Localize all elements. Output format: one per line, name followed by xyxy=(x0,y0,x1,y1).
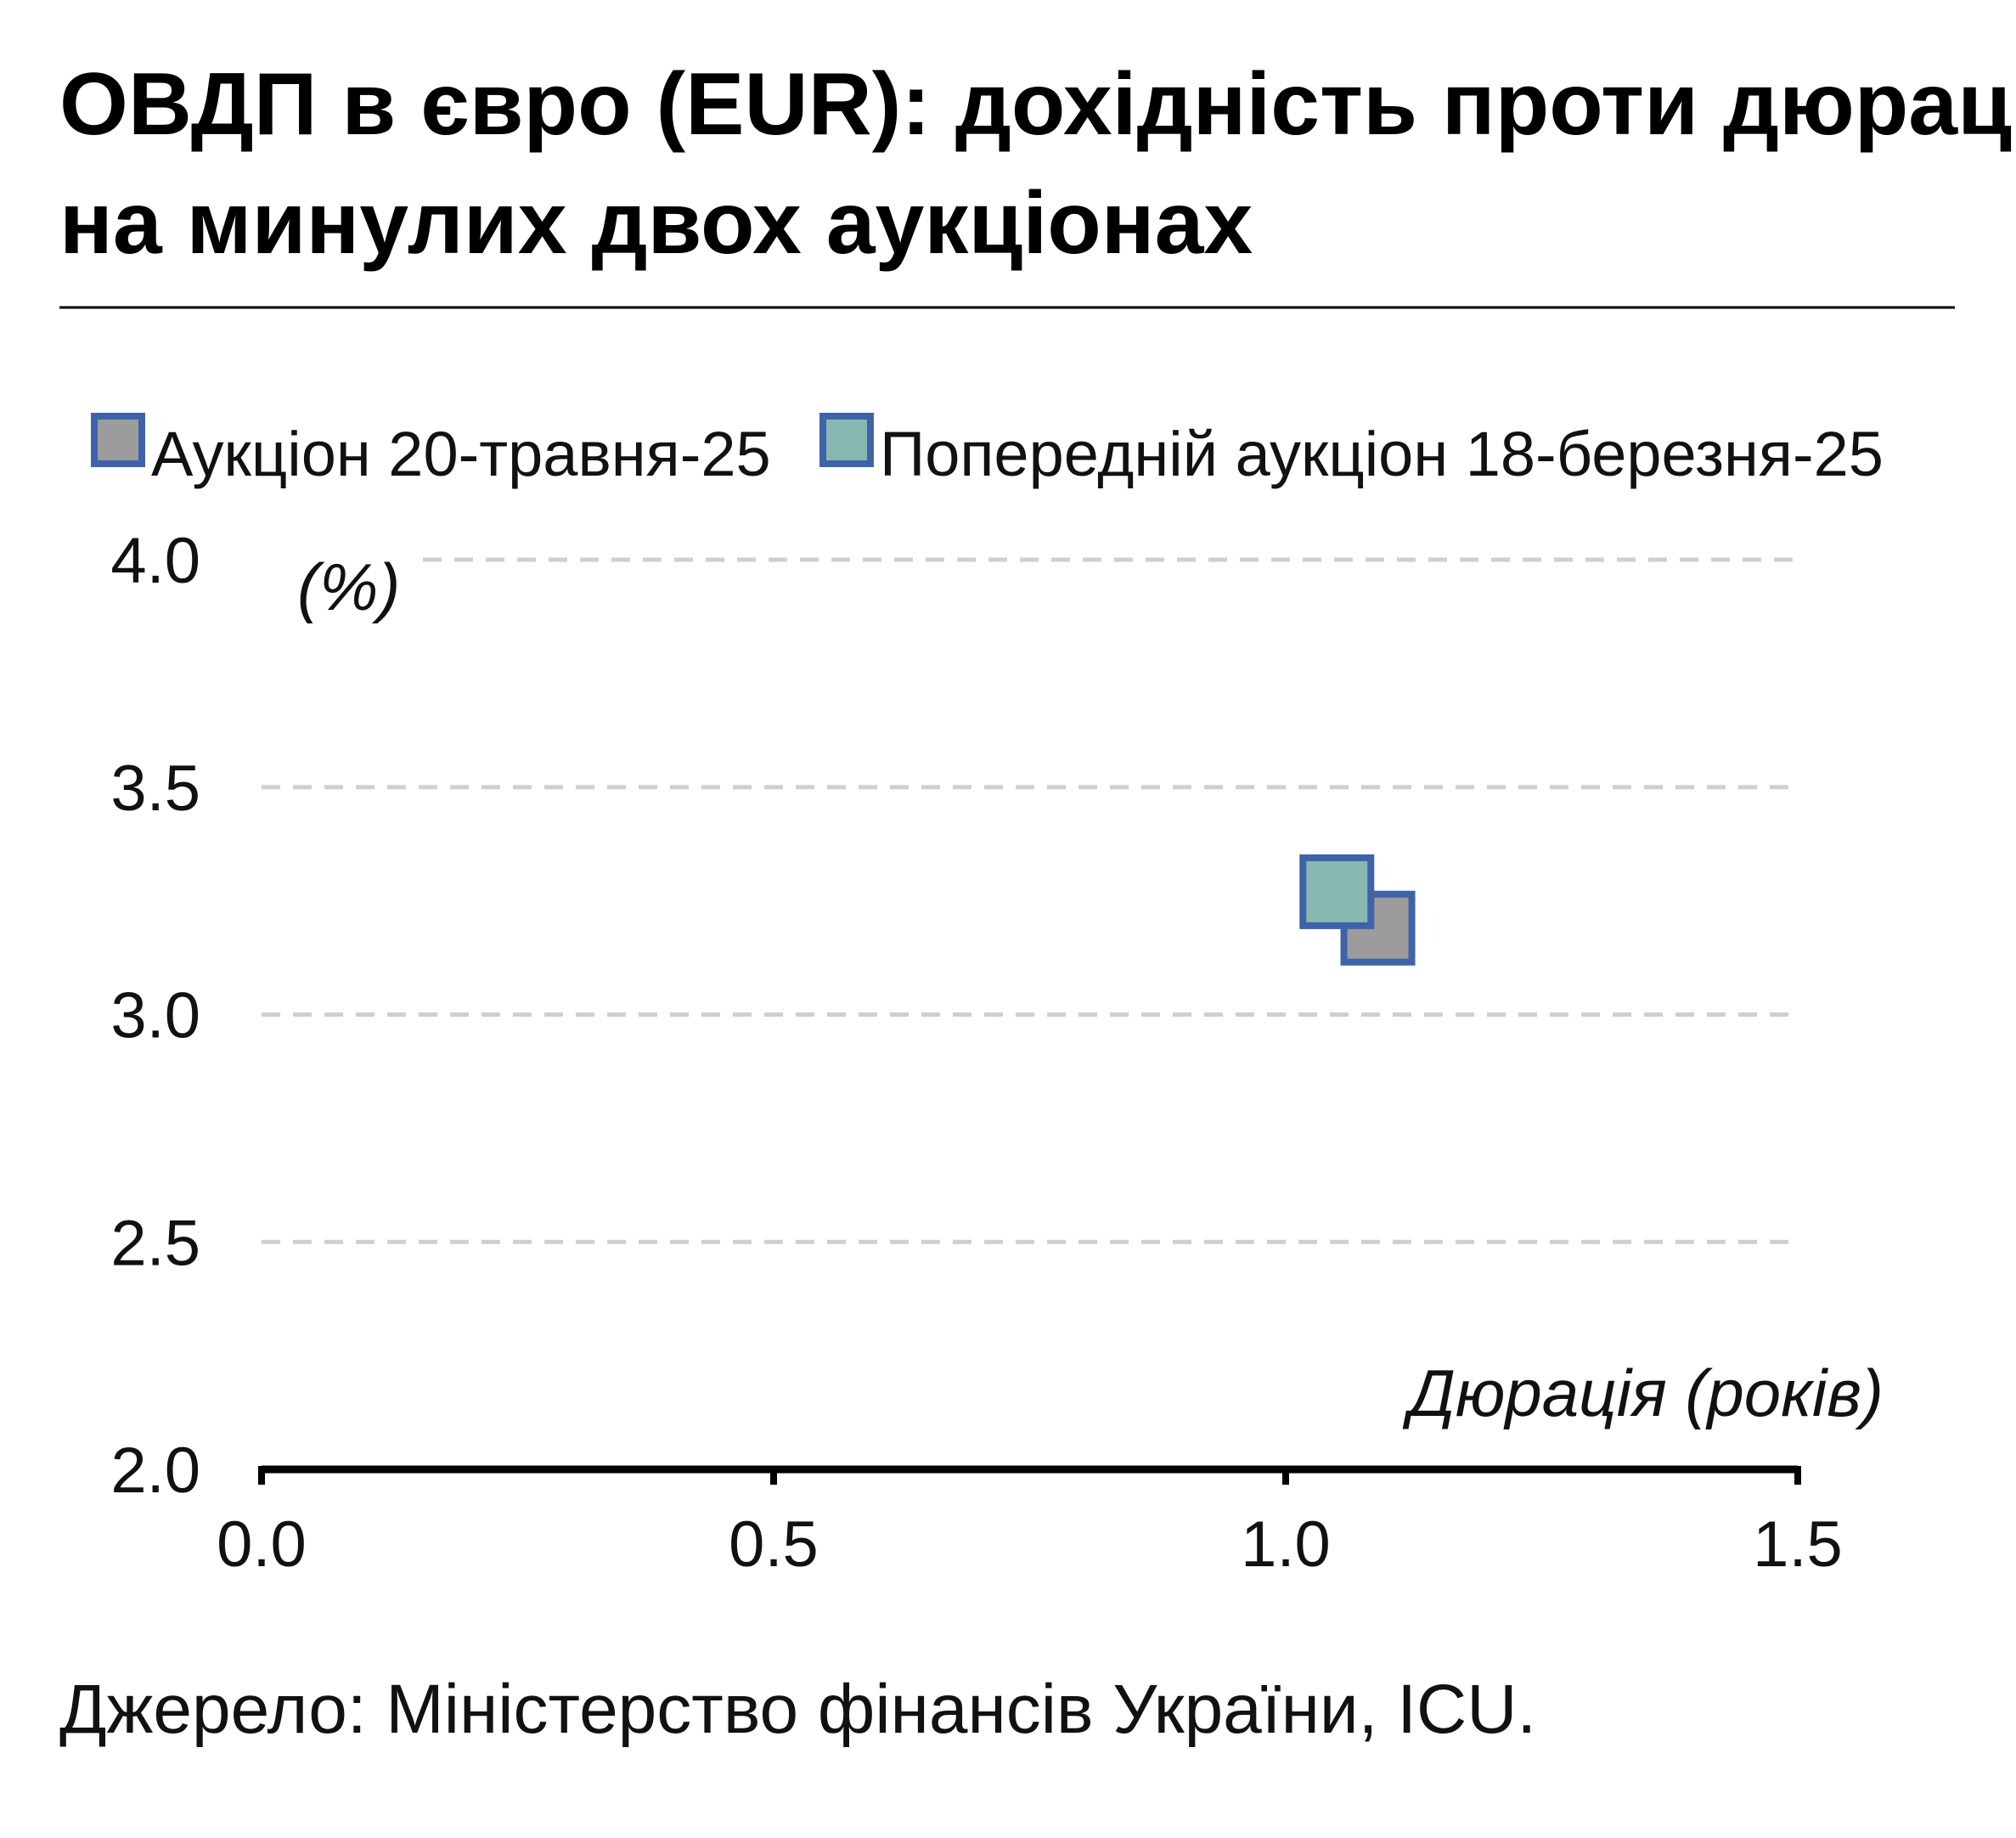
y-tick-label: 3.0 xyxy=(110,980,200,1052)
y-tick-label: 2.0 xyxy=(110,1435,200,1507)
plot-area: 0.0 0.5 1.0 1.5 2.0 2.5 3.0 3.5 4.0 (%) Дюрація (р… xyxy=(110,525,1884,1581)
legend-label-previous: Попередній аукціон 18-березня-25 xyxy=(880,419,1884,489)
x-tick-label: 0.5 xyxy=(729,1508,819,1581)
y-tick-label: 4.0 xyxy=(110,525,200,597)
gridlines xyxy=(262,557,1798,1244)
y-axis-unit: (%) xyxy=(297,550,400,624)
chart-title: ОВДП в євро (EUR): дохідність проти дюра… xyxy=(59,55,2016,273)
y-tick-label: 2.5 xyxy=(110,1207,200,1279)
x-tick-label: 1.5 xyxy=(1753,1508,1843,1581)
chart-title-line-2: на минулих двох аукціонах xyxy=(59,174,1253,273)
x-axis-title: Дюрація (років) xyxy=(1402,1356,1884,1430)
source-note: Джерело: Міністерство фінансів України, … xyxy=(59,1671,1536,1748)
y-tick-label: 3.5 xyxy=(110,753,200,825)
legend-label-current: Аукціон 20-травня-25 xyxy=(151,419,771,489)
legend: Аукціон 20-травня-25 Попередній аукціон … xyxy=(91,413,1884,489)
legend-marker-previous xyxy=(819,413,874,467)
scatter-point-previous-auction xyxy=(1299,854,1375,929)
legend-marker-current xyxy=(91,413,145,467)
x-tick-label: 0.0 xyxy=(217,1508,307,1581)
chart-title-line-1: ОВДП в євро (EUR): дохідність проти дюра… xyxy=(59,55,2016,154)
x-tick-label: 1.0 xyxy=(1241,1508,1331,1581)
